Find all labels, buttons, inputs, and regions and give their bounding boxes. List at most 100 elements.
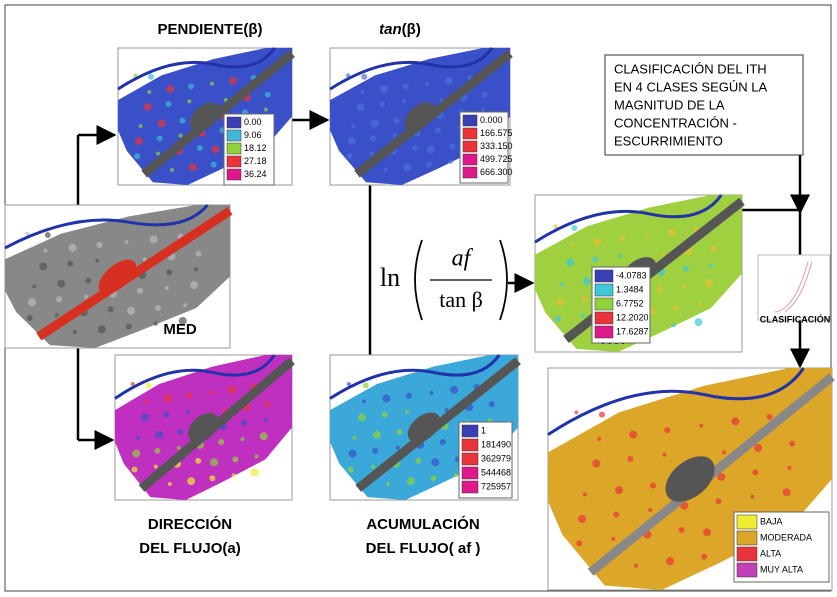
texture <box>407 477 415 485</box>
texture <box>163 411 169 417</box>
texture <box>703 528 711 536</box>
texture <box>255 455 259 459</box>
texture <box>347 153 353 159</box>
texture <box>108 306 114 312</box>
texture <box>412 145 418 151</box>
texture <box>125 240 129 244</box>
texture <box>752 469 758 475</box>
texture <box>554 224 558 228</box>
texture <box>634 564 638 568</box>
texture <box>581 314 585 318</box>
legend-label: 333.150 <box>480 141 513 151</box>
legend-swatch <box>462 453 478 465</box>
label: ACUMULACIÓN <box>366 515 479 533</box>
texture <box>197 145 203 151</box>
texture <box>582 296 588 302</box>
texture <box>183 303 187 307</box>
note-line: MAGNITUD DE LA <box>614 97 725 112</box>
texture <box>69 244 77 252</box>
texture <box>56 296 62 302</box>
legend-swatch <box>227 169 241 180</box>
texture <box>363 382 369 388</box>
texture <box>449 160 453 164</box>
texture <box>403 163 411 171</box>
texture <box>209 391 213 395</box>
texture <box>402 99 406 103</box>
legend-swatch <box>227 143 241 154</box>
texture <box>431 458 439 466</box>
texture <box>139 124 143 128</box>
texture <box>430 391 434 395</box>
texture <box>28 298 36 306</box>
texture <box>170 168 174 172</box>
texture <box>177 429 183 435</box>
legend-label: 362979 <box>481 453 511 463</box>
texture <box>371 465 375 469</box>
texture <box>393 134 397 138</box>
texture <box>240 437 244 441</box>
texture <box>369 151 373 155</box>
legend-label: ALTA <box>760 548 781 558</box>
texture <box>489 401 495 407</box>
texture <box>55 313 59 317</box>
formula: ln af tan β <box>380 240 507 320</box>
texture <box>731 417 739 425</box>
legend-swatch <box>462 425 478 437</box>
legend-swatch <box>462 439 478 451</box>
texture <box>754 444 762 452</box>
texture <box>264 401 270 407</box>
texture <box>673 305 679 311</box>
label: DIRECCIÓN <box>148 515 232 533</box>
texture <box>430 475 436 481</box>
texture <box>592 256 598 262</box>
legend-label: 166.575 <box>480 128 513 138</box>
legend-label: 1 <box>481 425 486 435</box>
title: PENDIENTE(β) <box>158 21 263 38</box>
legend-swatch <box>463 141 477 152</box>
texture <box>627 456 633 462</box>
texture <box>241 420 247 426</box>
legend-label: 6.7752 <box>616 298 644 308</box>
legend-label: 36.24 <box>244 169 267 179</box>
texture <box>85 278 91 284</box>
texture <box>787 466 791 470</box>
texture <box>672 323 676 327</box>
legend: BAJAMODERADAALTAMUY ALTA <box>734 512 829 582</box>
texture <box>232 473 236 477</box>
texture <box>187 477 195 485</box>
texture <box>371 119 379 127</box>
texture <box>67 261 73 267</box>
texture <box>157 135 163 141</box>
texture <box>154 448 160 454</box>
texture <box>701 554 707 560</box>
texture <box>351 124 355 128</box>
texture <box>618 254 622 258</box>
label: DEL FLUJO( af ) <box>366 540 481 557</box>
texture <box>32 285 36 289</box>
texture <box>166 85 174 93</box>
texture <box>145 399 149 403</box>
texture <box>360 90 364 94</box>
legend-label: 12.2020 <box>616 312 649 322</box>
texture <box>593 238 601 246</box>
texture <box>210 82 214 86</box>
texture <box>611 537 615 541</box>
texture <box>394 118 400 124</box>
texture <box>348 137 356 145</box>
texture <box>583 493 587 497</box>
texture <box>645 234 649 238</box>
texture <box>148 74 154 80</box>
texture <box>722 450 726 454</box>
texture <box>656 286 662 292</box>
texture <box>84 295 88 299</box>
legend-swatch <box>737 547 757 561</box>
title-arg: (β) <box>402 21 421 38</box>
texture <box>127 307 135 315</box>
texture <box>767 414 773 420</box>
texture <box>232 456 238 462</box>
legend-swatch <box>227 156 241 167</box>
texture <box>710 245 716 251</box>
texture <box>695 318 703 326</box>
texture <box>150 235 158 243</box>
texture <box>715 498 721 504</box>
